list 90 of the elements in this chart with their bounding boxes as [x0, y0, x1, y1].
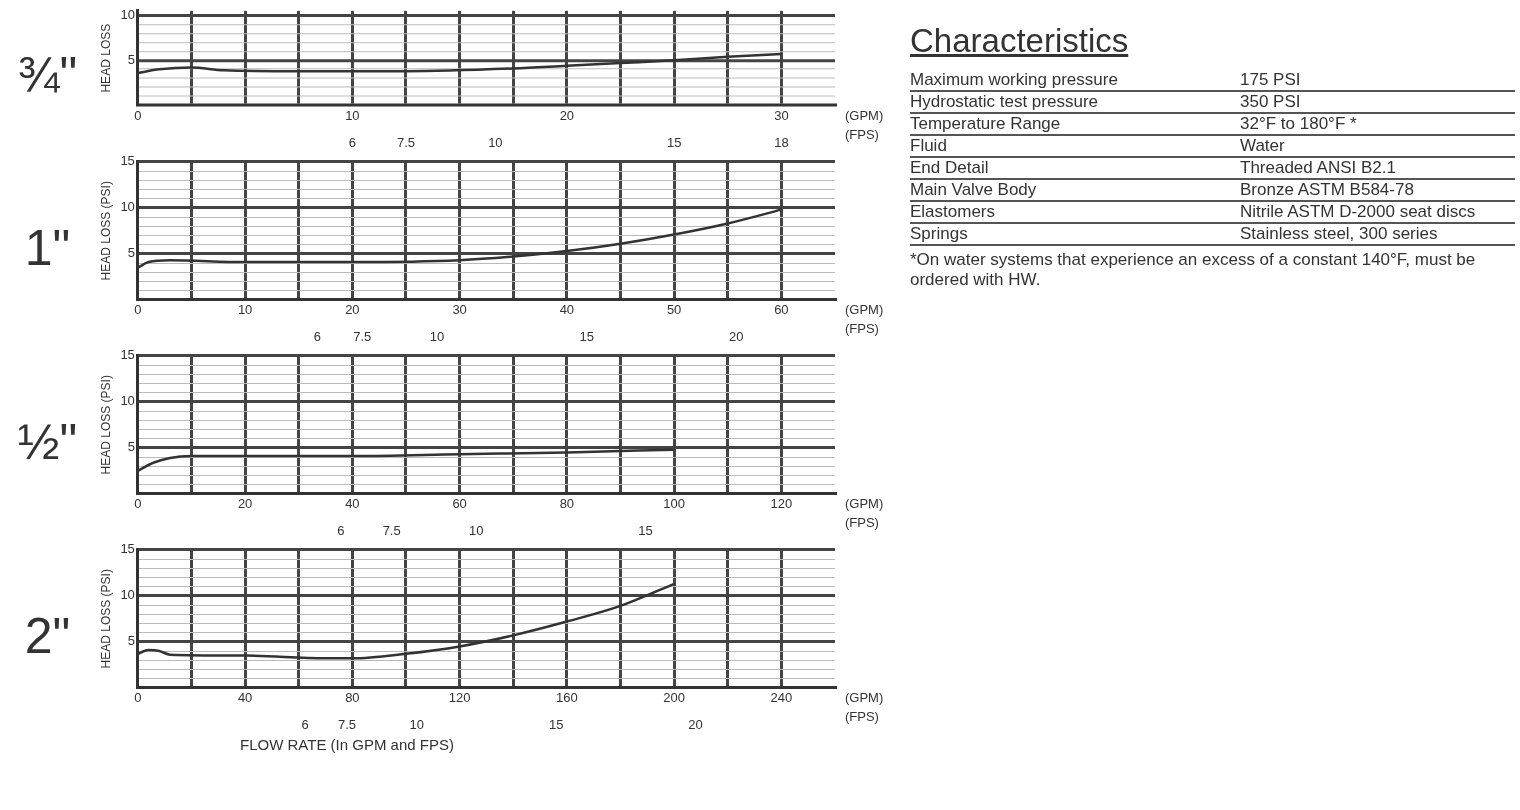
- x2-tick-label: 10: [469, 522, 484, 538]
- text: (GPM): [845, 107, 884, 124]
- x-tick-label: 10: [237, 301, 253, 317]
- y-axis-title: HEAD LOSS (PSI): [98, 568, 113, 669]
- text: (GPM): [845, 496, 884, 512]
- x2-tick-label: 7.5: [382, 522, 401, 538]
- x-tick-label: 60: [774, 301, 789, 317]
- x2-tick-label: 15: [579, 328, 594, 344]
- text: (FPS): [845, 126, 879, 142]
- x-tick-label: 100: [663, 495, 685, 511]
- x-tick-label: 60: [452, 495, 467, 511]
- text: Stainless steel, 300 series: [1240, 224, 1515, 246]
- x2-tick-label: 10: [429, 328, 445, 344]
- x-tick-label: 160: [556, 689, 578, 705]
- y-tick-label: 5: [127, 439, 135, 455]
- text: Fluid: [910, 136, 1240, 158]
- x-tick-label: 80: [559, 495, 575, 511]
- x2-tick-label: 6: [348, 134, 356, 150]
- y-axis-title: HEAD LOSS: [98, 23, 113, 93]
- y-axis-title: HEAD LOSS (PSI): [98, 374, 113, 475]
- text: Maximum working pressure: [910, 70, 1240, 92]
- x-tick-label: 20: [559, 107, 575, 123]
- x2-tick-label: 10: [409, 716, 424, 732]
- y-tick-label: 15: [120, 541, 135, 557]
- x-tick-label: 50: [666, 301, 682, 317]
- text: *On water systems that experience an excess of a constant 140°F, must be ordered with HW.: [910, 249, 1477, 290]
- x-tick-label: 120: [770, 495, 793, 511]
- x2-tick-label: 10: [488, 134, 503, 150]
- y-tick-label: 15: [120, 347, 135, 363]
- y-tick-label: 10: [120, 393, 135, 409]
- x-tick-label: 40: [345, 495, 360, 511]
- text: ½": [16, 412, 79, 471]
- text: (GPM): [845, 690, 884, 706]
- x2-tick-label: 15: [666, 134, 682, 150]
- y-tick-label: 10: [120, 587, 135, 603]
- x-tick-label: 0: [134, 301, 142, 317]
- x-tick-label: 0: [134, 689, 142, 705]
- x-tick-label: 30: [452, 301, 467, 317]
- text: 32°F to 180°F *: [1240, 114, 1515, 136]
- x-axis-title: FLOW RATE (In GPM and FPS): [240, 735, 454, 753]
- x2-tick-label: 6: [337, 522, 345, 538]
- y-tick-label: 10: [120, 6, 135, 22]
- text: Threaded ANSI B2.1: [1240, 158, 1515, 180]
- x2-tick-label: 6: [313, 328, 321, 344]
- y-tick-label: 5: [127, 633, 135, 649]
- text: (FPS): [845, 320, 879, 336]
- x2-tick-label: 18: [774, 134, 789, 150]
- text: Nitrile ASTM D-2000 seat discs: [1240, 202, 1515, 224]
- text: 175 PSI: [1240, 70, 1515, 92]
- text: (GPM): [845, 302, 884, 318]
- text: 350 PSI: [1240, 92, 1515, 114]
- x-tick-label: 200: [663, 689, 685, 705]
- text: Bronze ASTM B584-78: [1240, 180, 1515, 202]
- text: 1": [23, 218, 72, 277]
- x-tick-label: 0: [134, 495, 142, 511]
- text: Main Valve Body: [910, 180, 1240, 202]
- x2-tick-label: 15: [548, 716, 564, 732]
- y-tick-label: 10: [120, 199, 135, 215]
- text: Characteristics: [910, 22, 1130, 60]
- x2-tick-label: 20: [729, 328, 744, 344]
- x-tick-label: 30: [774, 107, 789, 123]
- x2-tick-label: 6: [301, 716, 309, 732]
- text: End Detail: [910, 158, 1240, 180]
- x-tick-label: 240: [770, 689, 793, 705]
- x2-tick-label: 15: [638, 522, 653, 538]
- text: Hydrostatic test pressure: [910, 92, 1240, 114]
- x-tick-label: 0: [134, 107, 142, 123]
- text: Temperature Range: [910, 114, 1240, 136]
- y-tick-label: 5: [127, 245, 135, 261]
- text: Water: [1240, 136, 1515, 158]
- text: ¾": [16, 46, 79, 105]
- x2-tick-label: 20: [688, 716, 703, 732]
- x-tick-label: 40: [237, 689, 253, 705]
- x-tick-label: 40: [559, 301, 575, 317]
- x2-tick-label: 7.5: [353, 328, 372, 344]
- text: (FPS): [845, 514, 879, 530]
- x-tick-label: 80: [345, 689, 360, 705]
- x-tick-label: 120: [448, 689, 471, 705]
- y-axis-title: HEAD LOSS (PSI): [98, 180, 113, 281]
- x-tick-label: 20: [237, 495, 253, 511]
- y-tick-label: 5: [127, 51, 135, 67]
- x-tick-label: 10: [345, 107, 360, 123]
- y-tick-label: 15: [120, 153, 135, 169]
- text: 2": [23, 606, 72, 665]
- text: Elastomers: [910, 202, 1240, 224]
- x-tick-label: 20: [345, 301, 360, 317]
- text: Springs: [910, 224, 1240, 246]
- x2-tick-label: 7.5: [396, 134, 416, 150]
- x2-tick-label: 7.5: [337, 716, 357, 732]
- text: (FPS): [845, 708, 879, 724]
